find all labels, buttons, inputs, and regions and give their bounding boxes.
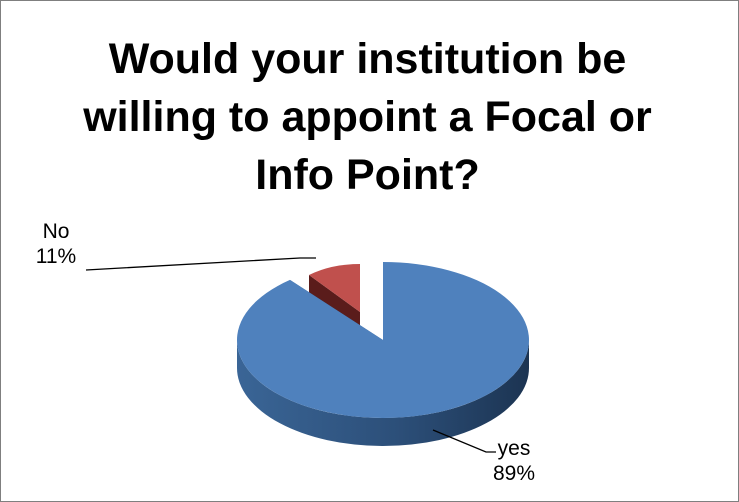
slice-label-yes: yes 89% — [484, 436, 544, 486]
slice-side-yes — [237, 340, 529, 446]
leader-line-yes — [432, 429, 496, 453]
leader-line-no — [85, 257, 316, 271]
slice-no — [309, 264, 360, 312]
slice-label-no-name: No — [42, 220, 70, 243]
slice-label-yes-name: yes — [497, 437, 531, 460]
slice-label-no-percent: 11% — [35, 245, 77, 268]
slice-label-yes-percent: 89% — [492, 462, 536, 485]
slice-label-no: No 11% — [26, 219, 86, 269]
slice-yes — [236, 262, 529, 418]
chart-title: Would your institution be willing to app… — [83, 35, 652, 199]
